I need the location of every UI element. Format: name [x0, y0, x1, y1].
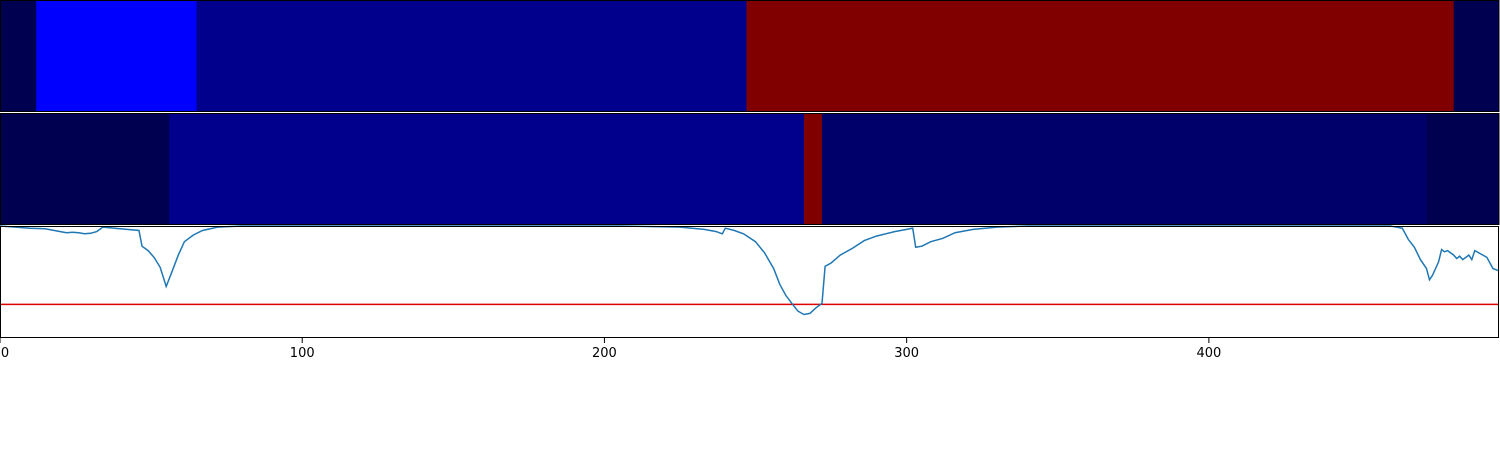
panel-frame-0: [0, 0, 1499, 112]
x-tick-label-3: 300: [894, 346, 919, 361]
heatmap-middle-segment-2: [803, 113, 823, 225]
heatmap-middle-segment-0: [0, 113, 170, 225]
panel-frame-1: [0, 113, 1499, 225]
panel-frames: [0, 0, 1499, 338]
x-tick-label-4: 400: [1196, 346, 1221, 361]
heatmap-top-segment-4: [1453, 0, 1500, 112]
heatmap-middle-segment-1: [169, 113, 805, 225]
heatmap-top: [0, 0, 1500, 112]
heatmap-middle: [0, 113, 1500, 225]
heatmap-top-segment-3: [746, 0, 1455, 112]
heatmap-top-segment-2: [196, 0, 747, 112]
x-axis: 0 100 200 300 400: [0, 338, 1221, 361]
heatmap-top-segment-1: [36, 0, 197, 112]
panel-frame-2: [0, 226, 1499, 338]
heatmap-top-segment-0: [0, 0, 37, 112]
x-tick-label-1: 100: [290, 346, 315, 361]
heatmap-middle-segment-4: [1426, 113, 1500, 225]
x-tick-label-0: 0: [1, 346, 9, 361]
x-tick-label-2: 200: [592, 346, 617, 361]
heatmap-middle-segment-3: [822, 113, 1427, 225]
series-line: [0, 225, 1500, 316]
line-panel-background: [0, 226, 1499, 338]
